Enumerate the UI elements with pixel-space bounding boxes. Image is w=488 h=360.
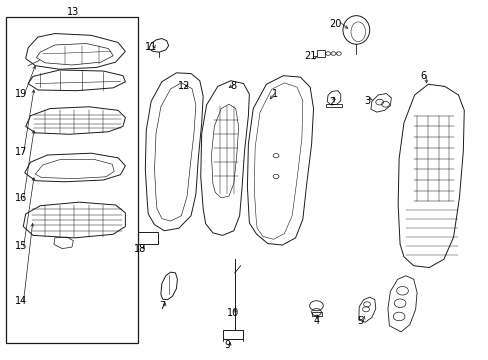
Text: 17: 17 — [15, 147, 27, 157]
Text: 11: 11 — [145, 42, 157, 52]
Text: 15: 15 — [15, 241, 27, 251]
Text: 3: 3 — [363, 96, 369, 107]
Text: 7: 7 — [159, 301, 164, 311]
Text: 13: 13 — [67, 7, 80, 17]
Text: 4: 4 — [313, 316, 319, 326]
Text: 8: 8 — [230, 81, 236, 91]
Text: 9: 9 — [224, 340, 230, 350]
Text: 12: 12 — [177, 81, 189, 91]
Text: 1: 1 — [271, 89, 277, 99]
Text: 6: 6 — [420, 71, 426, 81]
Text: 19: 19 — [15, 89, 27, 99]
Text: 16: 16 — [15, 193, 27, 203]
Text: 2: 2 — [328, 97, 334, 107]
Text: 20: 20 — [329, 18, 342, 28]
Text: 10: 10 — [226, 308, 239, 318]
Text: 14: 14 — [15, 296, 27, 306]
Text: 21: 21 — [304, 51, 316, 61]
Text: 5: 5 — [356, 316, 363, 326]
Text: 18: 18 — [134, 244, 146, 253]
